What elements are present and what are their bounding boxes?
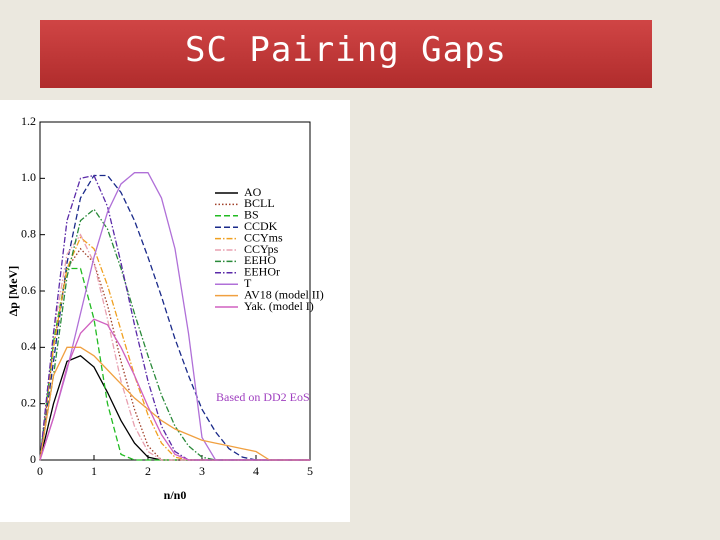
x-axis-label: n/n0 bbox=[164, 488, 187, 502]
legend-label: BCLL bbox=[244, 196, 275, 210]
y-tick-label: 0.2 bbox=[21, 395, 36, 409]
series-line bbox=[39, 346, 310, 461]
annotation: Based on DD2 EoS bbox=[216, 390, 310, 404]
y-tick-label: 1.0 bbox=[21, 170, 36, 184]
legend-label: CCYps bbox=[244, 242, 279, 256]
x-tick-label: 3 bbox=[199, 464, 205, 478]
legend-label: CCDK bbox=[244, 219, 278, 233]
chart: 0 0.2 0.4 0.6 0.8 1.0 1.2 0 1 2 3 4 5 n/n0 Δp [MeV] Bas… bbox=[0, 100, 350, 522]
legend-label: Yak. (model I) bbox=[244, 299, 314, 313]
y-tick-label: 0.4 bbox=[21, 339, 36, 353]
series-line bbox=[39, 318, 310, 461]
x-tick-label: 1 bbox=[91, 464, 97, 478]
legend-label: AO bbox=[244, 185, 262, 199]
y-tick-label: 0.8 bbox=[21, 226, 36, 240]
x-tick-label: 0 bbox=[37, 464, 43, 478]
legend-label: AV18 (model II) bbox=[244, 287, 324, 301]
legend-label: EEHOr bbox=[244, 265, 280, 279]
y-tick-label: 0.6 bbox=[21, 283, 36, 297]
x-tick-label: 4 bbox=[253, 464, 259, 478]
legend-label: CCYms bbox=[244, 230, 283, 244]
y-tick-label: 0 bbox=[30, 452, 36, 466]
y-tick-label: 1.2 bbox=[21, 114, 36, 128]
x-tick-label: 2 bbox=[145, 464, 151, 478]
legend-label: BS bbox=[244, 208, 259, 222]
legend-label: T bbox=[244, 276, 252, 290]
slide-title: SC Pairing Gaps bbox=[40, 20, 652, 88]
x-tick-label: 5 bbox=[307, 464, 313, 478]
legend-label: EEHO bbox=[244, 253, 276, 267]
y-axis-label: Δp [MeV] bbox=[6, 266, 20, 317]
